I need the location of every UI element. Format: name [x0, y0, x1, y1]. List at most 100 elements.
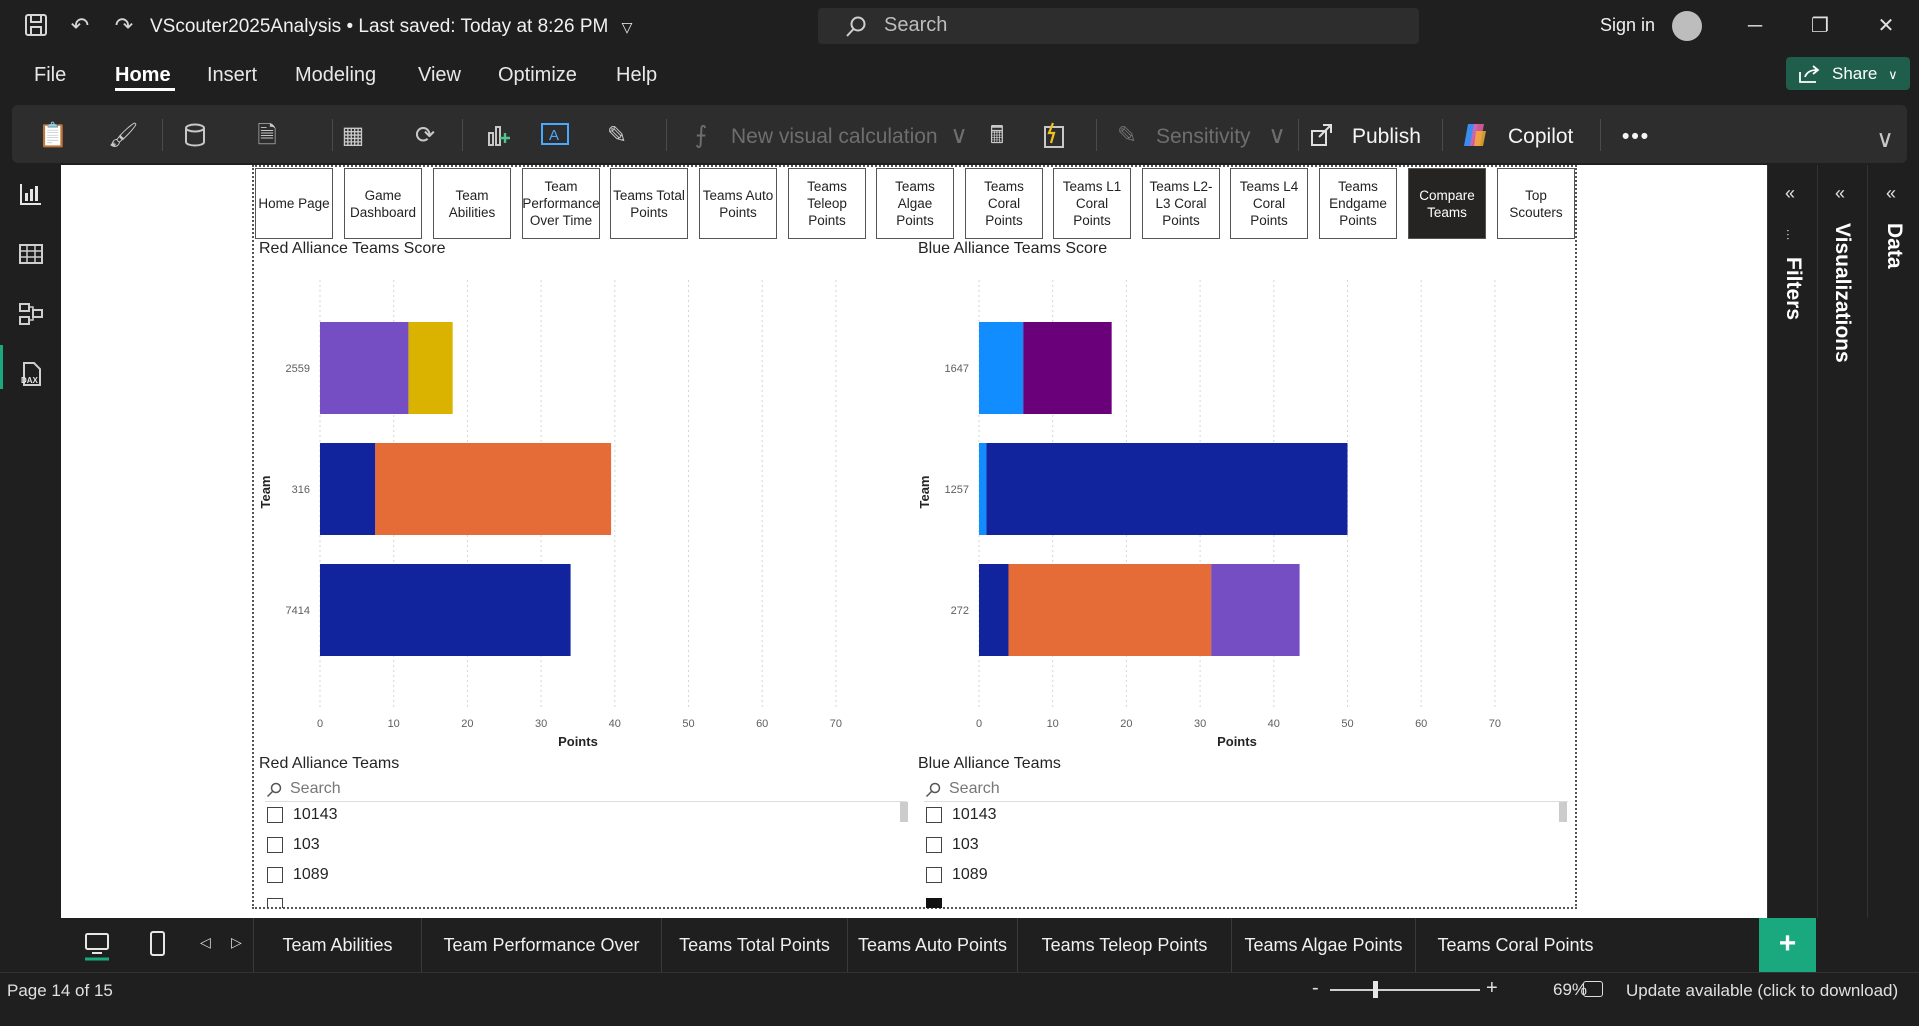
nav-button[interactable]: Teams L1 Coral Points: [1053, 168, 1131, 239]
red-alliance-bar-chart[interactable]: 0 10 20 30 40 50 60 70 2559 316 7414 Points Team: [255, 260, 895, 760]
transform-data-icon[interactable]: ▦: [341, 122, 365, 149]
slicer-item[interactable]: 103: [267, 835, 467, 857]
next-page-icon[interactable]: ▷: [231, 934, 242, 950]
sign-in-link[interactable]: Sign in: [1600, 15, 1656, 35]
paste-icon[interactable]: 📋: [38, 122, 68, 149]
page-tab[interactable]: Teams Auto Points: [847, 918, 1017, 972]
menu-modeling[interactable]: Modeling: [295, 64, 377, 86]
menu-insert[interactable]: Insert: [207, 64, 258, 86]
bar-segment[interactable]: [1023, 322, 1112, 414]
bar-segment[interactable]: [1008, 564, 1212, 656]
avatar[interactable]: [1672, 11, 1702, 41]
text-box-icon[interactable]: A: [540, 121, 570, 151]
expand-chevron-icon[interactable]: «: [1835, 183, 1846, 203]
zoom-in-button[interactable]: +: [1486, 977, 1498, 999]
bar-segment[interactable]: [979, 564, 1009, 656]
page-tab[interactable]: Teams Teleop Points: [1017, 918, 1231, 972]
nav-button[interactable]: Top Scouters: [1497, 168, 1575, 239]
save-icon[interactable]: [22, 12, 50, 40]
bar-segment[interactable]: [979, 443, 987, 535]
format-painter-icon[interactable]: 🖌: [108, 122, 139, 149]
calculator-icon[interactable]: 🖩: [989, 122, 1005, 149]
blue-slicer-scrollbar[interactable]: [1559, 802, 1567, 822]
minimize-icon[interactable]: ─: [1747, 15, 1763, 37]
bar-segment[interactable]: [979, 322, 1024, 414]
more-visuals-icon[interactable]: ✎: [606, 122, 628, 149]
checkbox[interactable]: [267, 837, 283, 853]
expand-chevron-icon[interactable]: «: [1886, 183, 1897, 203]
checkbox[interactable]: [926, 837, 942, 853]
checkbox[interactable]: [926, 807, 942, 823]
zoom-slider[interactable]: [1330, 989, 1480, 991]
bar-segment[interactable]: [375, 443, 612, 535]
menu-optimize[interactable]: Optimize: [498, 64, 577, 86]
nav-button[interactable]: Teams L4 Coral Points: [1230, 168, 1308, 239]
slicer-item[interactable]: 10143: [267, 805, 467, 827]
publish-button[interactable]: Publish: [1352, 125, 1421, 148]
close-icon[interactable]: ✕: [1877, 15, 1895, 37]
page-tab[interactable]: Teams Coral Points: [1415, 918, 1615, 972]
nav-button[interactable]: Compare Teams: [1408, 168, 1486, 239]
share-button[interactable]: Share ∨: [1786, 57, 1910, 90]
recent-sources-icon[interactable]: 🗎: [257, 122, 277, 149]
blue-alliance-bar-chart[interactable]: 0 10 20 30 40 50 60 70 1647 1257 272 Points Team: [914, 260, 1554, 760]
mobile-layout-icon[interactable]: [149, 930, 169, 958]
bar-segment[interactable]: [320, 443, 376, 535]
slicer-item[interactable]: 103: [926, 835, 1126, 857]
visualizations-pane[interactable]: « Visualizations: [1817, 165, 1867, 918]
refresh-icon[interactable]: ⟳: [414, 122, 436, 149]
menu-help[interactable]: Help: [616, 64, 658, 86]
checkbox[interactable]: [267, 807, 283, 823]
report-view-icon[interactable]: [17, 181, 45, 209]
collapse-ribbon-icon[interactable]: ∨: [1876, 126, 1894, 153]
slicer-item[interactable]: 10143: [926, 805, 1126, 827]
menu-view[interactable]: View: [418, 64, 461, 86]
nav-button[interactable]: Teams L2-L3 Coral Points: [1142, 168, 1220, 239]
restore-icon[interactable]: ❐: [1811, 15, 1829, 37]
add-page-button[interactable]: +: [1759, 918, 1816, 972]
copilot-button[interactable]: Copilot: [1508, 125, 1574, 148]
filters-pane[interactable]: « ⫶ Filters: [1767, 165, 1817, 918]
update-available-link[interactable]: Update available (click to download): [1626, 981, 1899, 1000]
data-pane[interactable]: « Data: [1867, 165, 1919, 918]
zoom-level[interactable]: 69%: [1553, 980, 1588, 999]
nav-button[interactable]: Teams Endgame Points: [1319, 168, 1397, 239]
search-input[interactable]: Search: [818, 8, 1419, 44]
page-tab[interactable]: Team Performance Over Time: [421, 918, 661, 1009]
nav-button[interactable]: Teams Auto Points: [699, 168, 777, 239]
nav-button[interactable]: Teams Total Points: [610, 168, 688, 239]
red-slicer-scrollbar[interactable]: [900, 802, 908, 822]
nav-button[interactable]: Teams Coral Points: [965, 168, 1043, 239]
checkbox[interactable]: [926, 867, 942, 883]
quick-measure-icon[interactable]: [1038, 121, 1068, 151]
copilot-icon[interactable]: [1460, 121, 1490, 151]
get-data-icon[interactable]: [182, 121, 212, 151]
dax-query-view-icon[interactable]: DAX: [17, 361, 45, 389]
nav-button[interactable]: Team Performance Over Time: [522, 168, 600, 239]
document-title[interactable]: VScouter2025Analysis • Last saved: Today…: [150, 16, 632, 38]
prev-page-icon[interactable]: ◁: [200, 934, 211, 950]
page-tab[interactable]: Teams Algae Points: [1231, 918, 1415, 972]
slicer-item[interactable]: 1089: [926, 865, 1126, 887]
nav-button[interactable]: Game Dashboard: [344, 168, 422, 239]
nav-button[interactable]: Teams Teleop Points: [788, 168, 866, 239]
bar-segment[interactable]: [320, 322, 409, 414]
fit-to-page-icon[interactable]: [1583, 981, 1603, 997]
bar-segment[interactable]: [408, 322, 453, 414]
bar-segment[interactable]: [320, 564, 571, 656]
new-visual-icon[interactable]: [484, 121, 514, 151]
slicer-item[interactable]: 1089: [267, 865, 467, 887]
undo-icon[interactable]: ↶: [70, 13, 90, 38]
zoom-slider-thumb[interactable]: [1373, 981, 1378, 998]
nav-button[interactable]: Team Abilities: [433, 168, 511, 239]
zoom-out-button[interactable]: -: [1312, 977, 1319, 999]
desktop-layout-icon[interactable]: [81, 928, 113, 961]
checkbox[interactable]: [267, 867, 283, 883]
page-tab[interactable]: Teams Total Points: [661, 918, 847, 972]
menu-file[interactable]: File: [34, 64, 67, 86]
page-tab[interactable]: Team Abilities: [253, 918, 421, 972]
table-view-icon[interactable]: [17, 241, 45, 269]
menu-home[interactable]: Home: [115, 64, 171, 86]
bar-segment[interactable]: [1211, 564, 1300, 656]
publish-icon[interactable]: [1308, 121, 1338, 151]
